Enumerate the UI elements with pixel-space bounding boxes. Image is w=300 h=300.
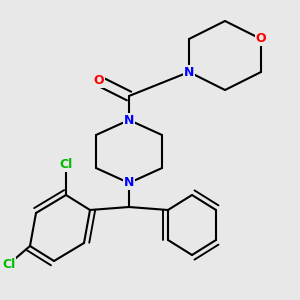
Text: N: N: [124, 176, 134, 190]
Text: N: N: [184, 65, 194, 79]
Text: O: O: [256, 32, 266, 46]
Text: Cl: Cl: [2, 257, 16, 271]
Text: Cl: Cl: [59, 158, 73, 172]
Text: O: O: [94, 74, 104, 88]
Text: N: N: [124, 113, 134, 127]
